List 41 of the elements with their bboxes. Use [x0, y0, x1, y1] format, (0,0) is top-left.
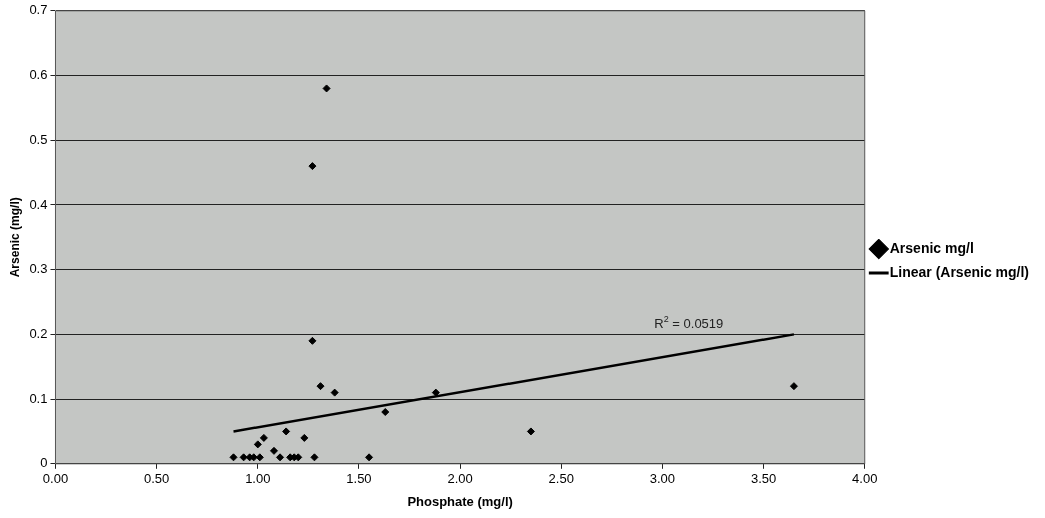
x-tick-label: 3.00: [649, 471, 676, 487]
legend-label: Arsenic mg/l: [889, 239, 974, 256]
point: [229, 453, 238, 462]
x-tick-label: 0.00: [42, 471, 69, 487]
x-tick-label: 3.50: [750, 471, 777, 487]
point: [239, 453, 248, 462]
point: [308, 336, 317, 345]
x-tick-label: 2.50: [548, 471, 574, 487]
point: [330, 388, 339, 397]
y-tick-label: 0.5: [29, 131, 48, 147]
point: [276, 453, 285, 462]
x-tick-label: 4.00: [852, 471, 878, 487]
point: [310, 453, 319, 462]
point: [381, 408, 390, 417]
y-tick-label: 0.1: [29, 390, 48, 406]
y-tick-label: 0.4: [29, 196, 48, 212]
point: [322, 84, 331, 93]
point: [300, 433, 309, 442]
y-tick-label: 0: [40, 455, 48, 471]
point: [431, 388, 440, 397]
legend-label: Linear (Arsenic mg/l): [889, 263, 1030, 280]
point: [282, 427, 291, 436]
point: [253, 440, 262, 449]
point: [269, 446, 278, 455]
x-tick-label: 0.50: [143, 471, 170, 487]
y-tick-label: 0.6: [29, 67, 48, 83]
point: [316, 382, 325, 391]
x-tick-label: 2.00: [447, 471, 473, 487]
y-axis-title: Arsenic (mg/l): [7, 197, 22, 278]
y-tick-label: 0.7: [29, 2, 48, 18]
point: [308, 162, 317, 171]
point: [255, 453, 264, 462]
point: [259, 433, 268, 442]
x-tick-label: 1.50: [346, 471, 372, 487]
point: [365, 453, 374, 462]
point: [789, 382, 798, 391]
y-tick-label: 0.2: [29, 325, 48, 341]
x-tick-label: 1.00: [245, 471, 271, 487]
point: [526, 427, 535, 436]
x-axis-title: Phosphate (mg/l): [407, 493, 513, 509]
y-tick-label: 0.3: [29, 261, 48, 277]
